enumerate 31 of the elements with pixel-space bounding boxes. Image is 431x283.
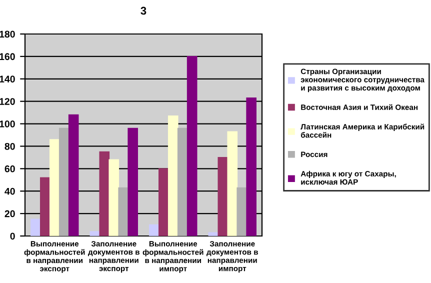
bar xyxy=(149,224,160,236)
bar xyxy=(99,151,110,236)
y-tick-label: 60 xyxy=(4,165,15,172)
bar xyxy=(236,187,248,236)
bar xyxy=(128,128,138,236)
y-tick-label: 180 xyxy=(0,30,15,38)
bar xyxy=(177,128,188,236)
bar xyxy=(49,139,60,236)
bar xyxy=(30,218,41,236)
bar xyxy=(40,177,50,236)
bar xyxy=(68,114,79,236)
y-tick-label: 0 xyxy=(10,232,15,240)
bar xyxy=(208,232,219,236)
y-tick-label: 120 xyxy=(0,98,15,105)
y-tick-label: 160 xyxy=(0,53,15,60)
bar xyxy=(186,56,198,236)
bar xyxy=(246,98,256,236)
bar xyxy=(58,128,70,236)
y-tick-label: 80 xyxy=(4,142,15,150)
y-tick-label: 100 xyxy=(0,120,15,128)
bar xyxy=(90,231,100,236)
y-tick-label: 140 xyxy=(0,76,15,83)
bar xyxy=(118,187,129,236)
y-tick-label: 40 xyxy=(4,188,15,195)
bar xyxy=(218,157,228,236)
bar xyxy=(168,116,178,236)
chart-title: 3 xyxy=(140,6,146,15)
bar xyxy=(227,131,238,236)
bar xyxy=(108,159,120,236)
bar xyxy=(158,168,169,236)
y-tick-label: 20 xyxy=(4,210,15,218)
